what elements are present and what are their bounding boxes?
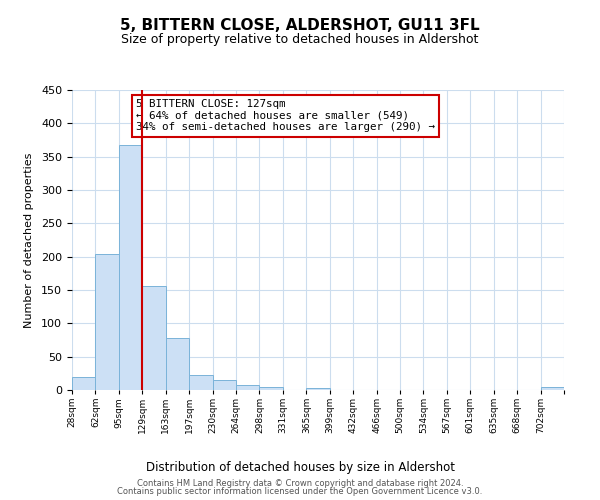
Bar xyxy=(166,338,189,390)
Bar xyxy=(212,380,236,390)
Text: 5 BITTERN CLOSE: 127sqm
← 64% of detached houses are smaller (549)
34% of semi-d: 5 BITTERN CLOSE: 127sqm ← 64% of detache… xyxy=(136,99,435,132)
Text: Contains public sector information licensed under the Open Government Licence v3: Contains public sector information licen… xyxy=(118,487,482,496)
Text: Size of property relative to detached houses in Aldershot: Size of property relative to detached ho… xyxy=(121,32,479,46)
Bar xyxy=(259,388,283,390)
Bar xyxy=(95,254,119,390)
Bar xyxy=(541,388,564,390)
Text: Distribution of detached houses by size in Aldershot: Distribution of detached houses by size … xyxy=(146,461,455,474)
Bar xyxy=(72,376,95,390)
Text: 5, BITTERN CLOSE, ALDERSHOT, GU11 3FL: 5, BITTERN CLOSE, ALDERSHOT, GU11 3FL xyxy=(120,18,480,32)
Bar xyxy=(236,384,259,390)
Y-axis label: Number of detached properties: Number of detached properties xyxy=(24,152,34,328)
Bar xyxy=(142,286,166,390)
Text: Contains HM Land Registry data © Crown copyright and database right 2024.: Contains HM Land Registry data © Crown c… xyxy=(137,478,463,488)
Bar xyxy=(119,146,142,390)
Bar xyxy=(189,374,212,390)
Bar xyxy=(306,388,330,390)
